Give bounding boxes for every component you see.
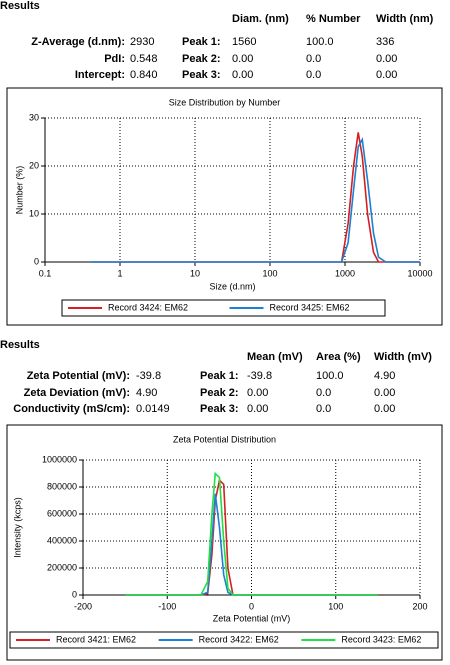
- column-header: % Number: [306, 13, 361, 25]
- column-header: Width (nm): [376, 13, 434, 25]
- peak-value: 0.00: [232, 69, 253, 81]
- y-tick-label: 600000: [47, 508, 77, 518]
- peak-value: 0.0: [306, 53, 321, 65]
- chart-title: Zeta Potential Distribution: [173, 434, 276, 444]
- x-tick-label: 10000: [407, 268, 432, 278]
- column-header: Mean (mV): [247, 351, 303, 363]
- y-tick-label: 20: [29, 160, 39, 170]
- x-tick-label: 200: [412, 601, 427, 611]
- series-line: [90, 137, 420, 263]
- peak-label: Peak 3:: [182, 69, 221, 81]
- y-tick-label: 800000: [47, 481, 77, 491]
- y-axis-label: Intensity (kcps): [12, 497, 22, 558]
- y-tick-label: 30: [29, 112, 39, 122]
- peak-value: 0.0: [306, 69, 321, 81]
- column-header: Diam. (nm): [232, 13, 289, 25]
- y-axis-label: Number (%): [14, 166, 24, 215]
- peak-value: 4.90: [374, 370, 395, 382]
- summary-value: 0.840: [130, 69, 158, 81]
- summary-label: Zeta Deviation (mV):: [24, 387, 130, 399]
- legend-label: Record 3422: EM62: [199, 634, 279, 644]
- legend-box: [61, 299, 386, 317]
- x-tick-label: 0.1: [39, 268, 52, 278]
- summary-value: 2930: [130, 36, 154, 48]
- x-tick-label: 100: [328, 601, 343, 611]
- peak-value: 0.00: [376, 69, 397, 81]
- peak-value: 0.00: [232, 53, 253, 65]
- peak-value: 100.0: [316, 370, 344, 382]
- summary-value: 0.0149: [136, 403, 170, 415]
- x-tick-label: 1: [117, 268, 122, 278]
- legend-label: Record 3425: EM62: [270, 302, 350, 312]
- legend-label: Record 3421: EM62: [56, 634, 136, 644]
- legend-box: [9, 631, 439, 649]
- x-tick-label: -200: [74, 601, 92, 611]
- summary-value: 0.548: [130, 53, 158, 65]
- x-tick-label: 10: [190, 268, 200, 278]
- y-tick-label: 400000: [47, 535, 77, 545]
- column-header: Width (mV): [374, 351, 432, 363]
- peak-label: Peak 2:: [200, 387, 239, 399]
- peak-value: 100.0: [306, 36, 334, 48]
- peak-value: 1560: [232, 36, 256, 48]
- peak-value: 0.00: [374, 387, 395, 399]
- peak-value: -39.8: [247, 370, 272, 382]
- x-tick-label: -100: [158, 601, 176, 611]
- peak-value: 0.00: [247, 387, 268, 399]
- summary-value: -39.8: [136, 370, 161, 382]
- y-tick-label: 1000000: [42, 454, 77, 464]
- peak-label: Peak 3:: [200, 403, 239, 415]
- legend-label: Record 3423: EM62: [341, 634, 421, 644]
- y-tick-label: 10: [29, 208, 39, 218]
- y-tick-label: 200000: [47, 562, 77, 572]
- summary-label: Conductivity (mS/cm):: [13, 403, 130, 415]
- peak-value: 0.00: [247, 403, 268, 415]
- y-tick-label: 0: [34, 256, 39, 266]
- peak-label: Peak 2:: [182, 53, 221, 65]
- results-heading: Results: [0, 0, 40, 12]
- legend-label: Record 3424: EM62: [108, 302, 188, 312]
- x-axis-label: Size (d.nm): [209, 281, 255, 291]
- peak-value: 0.00: [376, 53, 397, 65]
- series-line: [125, 493, 378, 596]
- summary-value: 4.90: [136, 387, 157, 399]
- summary-label: Zeta Potential (mV):: [27, 370, 130, 382]
- summary-label: PdI:: [104, 53, 125, 65]
- summary-label: Intercept:: [75, 69, 125, 81]
- peak-label: Peak 1:: [182, 36, 221, 48]
- x-axis-label: Zeta Potential (mV): [213, 613, 291, 623]
- summary-label: Z-Average (d.nm):: [31, 36, 125, 48]
- column-header: Area (%): [316, 351, 361, 363]
- peak-value: 0.0: [316, 387, 331, 399]
- x-tick-label: 1000: [335, 268, 355, 278]
- peak-value: 0.00: [374, 403, 395, 415]
- x-tick-label: 100: [262, 268, 277, 278]
- peak-value: 336: [376, 36, 394, 48]
- chart-frame: [6, 87, 443, 326]
- peak-label: Peak 1:: [200, 370, 239, 382]
- chart-title: Size Distribution by Number: [169, 97, 281, 107]
- peak-value: 0.0: [316, 403, 331, 415]
- series-line: [125, 471, 378, 596]
- x-tick-label: 0: [249, 601, 254, 611]
- y-tick-label: 0: [72, 589, 77, 599]
- results-heading: Results: [0, 339, 40, 351]
